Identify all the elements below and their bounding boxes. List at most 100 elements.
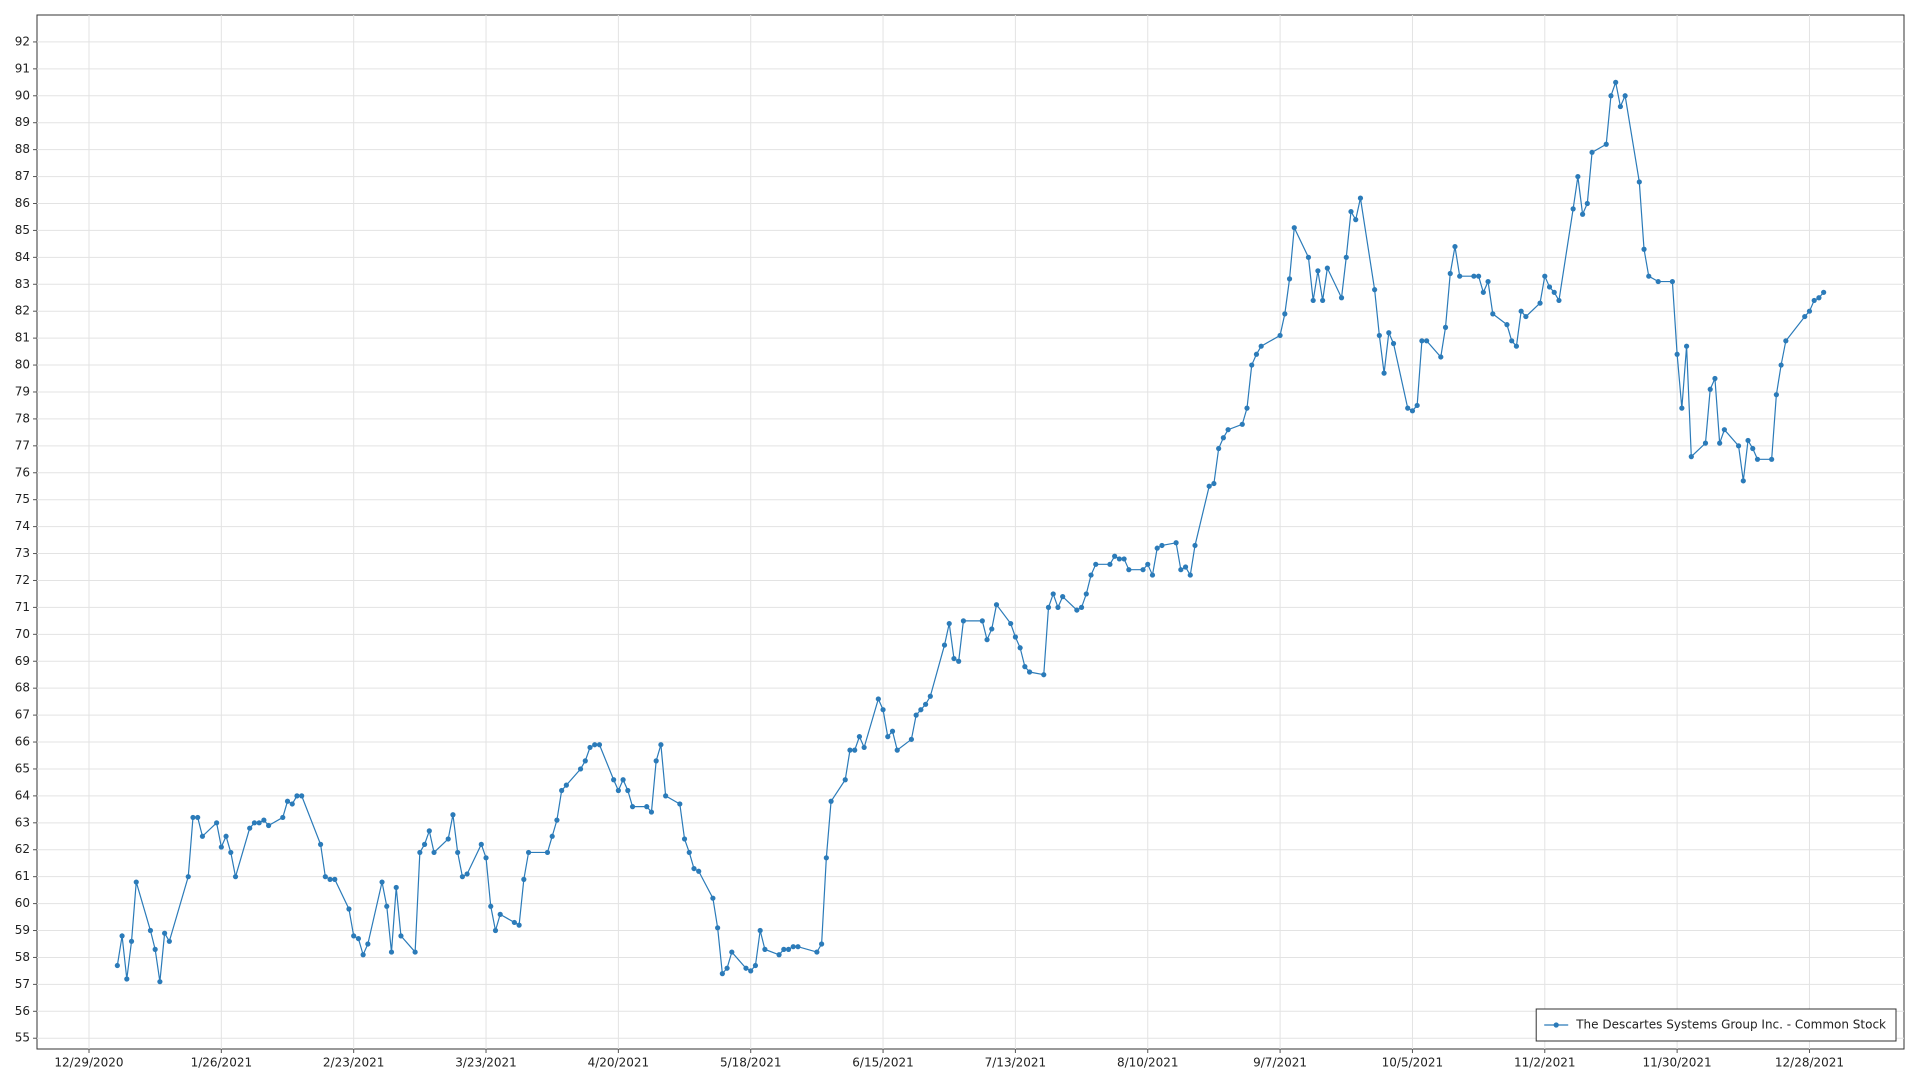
data-point bbox=[1452, 243, 1458, 250]
data-point bbox=[1537, 300, 1543, 306]
data-point bbox=[861, 744, 867, 751]
data-point bbox=[1821, 289, 1827, 295]
data-point bbox=[114, 962, 120, 969]
data-point bbox=[1041, 672, 1047, 678]
y-tick-label: 72 bbox=[15, 573, 30, 587]
data-point bbox=[450, 812, 456, 818]
data-point bbox=[1702, 440, 1709, 446]
data-point bbox=[157, 979, 163, 985]
data-point bbox=[1579, 211, 1586, 217]
data-point bbox=[691, 865, 697, 872]
data-point bbox=[1353, 217, 1359, 223]
data-point bbox=[1121, 556, 1127, 562]
data-point bbox=[922, 701, 929, 707]
data-point bbox=[1140, 567, 1146, 573]
y-tick-label: 89 bbox=[15, 115, 30, 129]
data-point bbox=[648, 809, 655, 815]
data-point bbox=[483, 855, 489, 861]
data-point bbox=[1305, 254, 1312, 260]
data-point bbox=[1126, 567, 1132, 573]
data-point bbox=[1438, 354, 1444, 360]
data-point bbox=[1646, 273, 1652, 279]
data-point bbox=[1806, 308, 1813, 314]
data-point bbox=[1636, 179, 1642, 185]
data-point bbox=[885, 734, 891, 740]
data-point bbox=[918, 707, 924, 713]
y-tick-label: 76 bbox=[15, 465, 30, 479]
data-point bbox=[663, 793, 669, 799]
data-point bbox=[332, 876, 338, 882]
data-point bbox=[261, 817, 267, 823]
data-point bbox=[1424, 338, 1430, 344]
data-point bbox=[1773, 392, 1779, 398]
data-point bbox=[1310, 297, 1316, 304]
data-point bbox=[133, 879, 139, 885]
data-point bbox=[1816, 295, 1822, 301]
data-point bbox=[1509, 338, 1515, 344]
x-tick-label: 12/28/2021 bbox=[1775, 1056, 1844, 1070]
data-point bbox=[989, 626, 995, 632]
data-point bbox=[346, 906, 352, 912]
y-tick-label: 73 bbox=[15, 546, 30, 560]
data-point bbox=[1112, 553, 1118, 559]
data-point bbox=[166, 938, 172, 944]
data-point bbox=[1471, 273, 1477, 279]
data-point bbox=[1405, 405, 1411, 411]
data-point bbox=[544, 849, 551, 856]
data-point bbox=[1343, 254, 1349, 260]
data-point bbox=[431, 849, 437, 856]
data-point bbox=[927, 693, 933, 699]
data-point bbox=[1154, 545, 1160, 551]
data-point bbox=[1518, 308, 1524, 314]
data-point bbox=[752, 962, 759, 969]
x-tick-label: 11/30/2021 bbox=[1643, 1056, 1712, 1070]
data-point bbox=[1244, 405, 1250, 411]
data-point bbox=[658, 742, 664, 748]
data-point bbox=[743, 965, 749, 971]
data-point bbox=[289, 801, 295, 807]
data-point bbox=[317, 841, 324, 847]
plot-area bbox=[36, 14, 1905, 1050]
data-point bbox=[781, 946, 787, 952]
data-point bbox=[294, 793, 300, 799]
data-point bbox=[1490, 311, 1496, 317]
data-point bbox=[577, 766, 584, 772]
data-point bbox=[681, 836, 688, 842]
data-point bbox=[913, 712, 919, 718]
data-point bbox=[847, 747, 853, 753]
data-point bbox=[417, 849, 423, 856]
data-point bbox=[1320, 297, 1326, 304]
data-point bbox=[218, 844, 224, 850]
data-point bbox=[128, 938, 135, 944]
y-tick-label: 91 bbox=[15, 61, 30, 75]
data-point bbox=[1324, 265, 1330, 271]
data-point bbox=[1674, 351, 1680, 357]
data-point bbox=[757, 927, 763, 934]
x-tick-label: 9/7/2021 bbox=[1253, 1056, 1307, 1070]
data-point bbox=[1050, 591, 1056, 597]
data-point bbox=[360, 952, 366, 958]
data-point bbox=[421, 841, 428, 847]
data-point bbox=[1045, 604, 1052, 610]
data-point bbox=[819, 941, 825, 947]
data-point bbox=[1513, 343, 1520, 349]
data-point bbox=[1386, 330, 1392, 336]
data-point bbox=[1239, 421, 1245, 427]
data-point bbox=[459, 874, 465, 880]
data-point bbox=[1093, 561, 1099, 567]
data-point bbox=[790, 944, 796, 950]
data-point bbox=[1078, 604, 1085, 610]
data-point bbox=[525, 849, 532, 856]
data-point bbox=[677, 801, 683, 807]
data-point bbox=[1414, 402, 1420, 409]
x-tick-label: 8/10/2021 bbox=[1117, 1056, 1179, 1070]
data-point bbox=[1206, 483, 1212, 489]
y-tick-label: 81 bbox=[15, 331, 30, 345]
data-point bbox=[1811, 297, 1817, 304]
data-point bbox=[1372, 287, 1378, 293]
data-point bbox=[1178, 567, 1184, 573]
data-point bbox=[1750, 445, 1756, 452]
data-point bbox=[644, 804, 650, 810]
data-point bbox=[960, 618, 967, 624]
